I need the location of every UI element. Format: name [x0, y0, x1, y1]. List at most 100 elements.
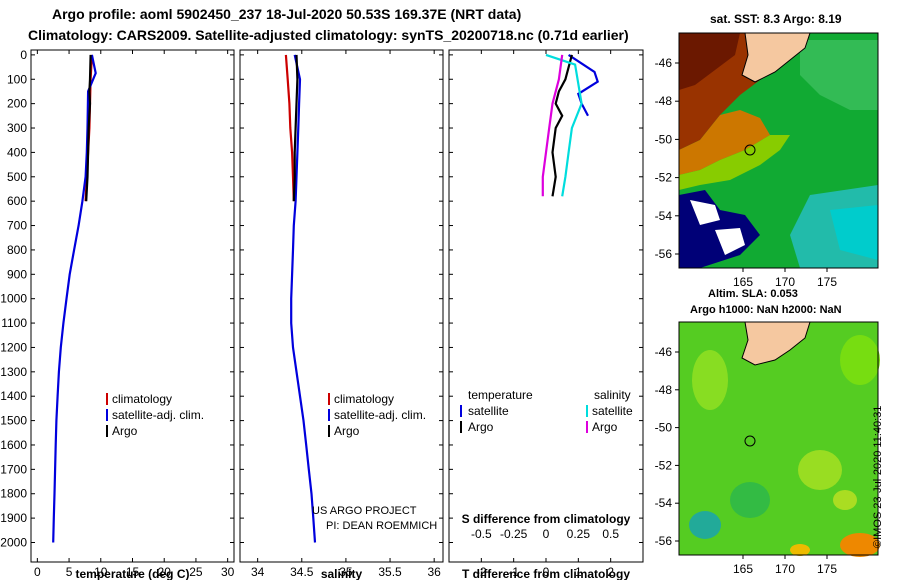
- legend-swatch-s-argo: [586, 421, 588, 433]
- sla-map-field: [678, 321, 880, 557]
- depth-tick-label: 400: [7, 145, 27, 159]
- salinity-legend: climatology satellite-adj. clim. Argo US…: [312, 392, 437, 532]
- series-line-t-satellite: [567, 53, 600, 117]
- depth-tick-label: 500: [7, 170, 27, 184]
- legend-swatch-s-satellite: [586, 405, 588, 417]
- credit-pi: PI: DEAN ROEMMICH: [326, 520, 437, 532]
- depth-tick-label: 100: [7, 72, 27, 86]
- legend-swatch-satellite: [106, 409, 108, 421]
- series-line-argo: [292, 54, 299, 202]
- x-tick-label: 36: [427, 565, 441, 579]
- sla-x-axis: 165 170 175: [733, 555, 837, 576]
- x-axis-label-secondary: S difference from climatology: [462, 512, 631, 526]
- depth-tick-label: 1500: [0, 414, 27, 428]
- x-tick-label: 35: [339, 565, 353, 579]
- sst-argo-marker: [744, 144, 756, 156]
- legend-label-satellite: satellite-adj. clim.: [112, 408, 204, 422]
- plot-frame: [239, 49, 444, 563]
- lat-tick-label: -54: [655, 496, 673, 510]
- lat-tick-label: -56: [655, 534, 673, 548]
- temperature-legend: climatology satellite-adj. clim. Argo: [106, 392, 204, 438]
- x-tick-label: 30: [221, 565, 235, 579]
- series-line-argo: [85, 54, 92, 202]
- x-tick-label: -1: [508, 565, 519, 579]
- lon-tick-label: 175: [817, 275, 837, 289]
- x-tick-label: 10: [94, 565, 108, 579]
- legend-label-s-satellite: satellite: [592, 404, 633, 418]
- series-line-s-argo: [541, 54, 564, 197]
- sst-y-axis: -46 -48 -50 -52 -54 -56: [655, 56, 679, 261]
- sla-map-title-1: Altim. SLA: 0.053: [708, 288, 798, 300]
- legend-swatch-t-argo: [460, 421, 462, 433]
- legend-swatch-satellite: [328, 409, 330, 421]
- depth-tick-label: 2000: [0, 535, 27, 549]
- series-line-s-satellite: [545, 53, 583, 197]
- depth-tick-label: 1400: [0, 389, 27, 403]
- lon-tick-label: 170: [775, 562, 795, 576]
- difference-legend: temperature salinity satellite Argo sate…: [460, 388, 633, 434]
- lat-tick-label: -46: [655, 345, 673, 359]
- lat-tick-label: -52: [655, 171, 673, 185]
- legend-label-climatology: climatology: [334, 392, 394, 406]
- lon-tick-label: 165: [733, 562, 753, 576]
- lat-tick-label: -48: [655, 94, 673, 108]
- legend-swatch-t-satellite: [460, 405, 462, 417]
- depth-tick-label: 1900: [0, 511, 27, 525]
- legend-swatch-climatology: [328, 393, 330, 405]
- legend-label-argo: Argo: [112, 424, 138, 438]
- legend-label-t-satellite: satellite: [468, 404, 509, 418]
- lon-tick-label: 175: [817, 562, 837, 576]
- depth-tick-label: 0: [20, 48, 27, 62]
- series-line-satellite-adj-clim-: [52, 54, 97, 543]
- x-axis-label: salinity: [321, 567, 363, 580]
- plot-frame: [30, 49, 235, 563]
- credit-project: US ARGO PROJECT: [312, 505, 417, 517]
- x-axis-label: temperature (deg C): [75, 567, 189, 580]
- x-axis-label: T difference from climatology: [462, 567, 630, 580]
- difference-panel: -2 -1 0 1 2T difference from climatology S di…: [448, 49, 644, 580]
- sst-map: sat. SST: 8.3 Argo: 8.19 -46 -48 -50 -52 -54…: [655, 12, 879, 289]
- imos-timestamp: ©IMOS 23-Jul-2020 11:40:31: [872, 405, 884, 548]
- series-line-t-argo: [551, 54, 573, 197]
- lat-tick-label: -56: [655, 247, 673, 261]
- depth-tick-label: 1300: [0, 365, 27, 379]
- x-tick-label-secondary: -0.5: [471, 527, 492, 541]
- legend-title-salinity: salinity: [594, 388, 631, 402]
- depth-tick-label: 900: [7, 267, 27, 281]
- x-tick-label: 34.5: [290, 565, 314, 579]
- legend-swatch-argo: [106, 425, 108, 437]
- x-tick-label: -2: [476, 565, 487, 579]
- sla-map: Altim. SLA: 0.053 Argo h1000: NaN h2000:…: [655, 288, 880, 576]
- sla-y-axis: -46 -48 -50 -52 -54 -56: [655, 345, 679, 548]
- x-tick-label-secondary: 0: [543, 527, 550, 541]
- title-line-1: Argo profile: aoml 5902450_237 18-Jul-20…: [52, 6, 522, 22]
- lon-tick-label: 165: [733, 275, 753, 289]
- x-tick-label: 15: [126, 565, 140, 579]
- x-tick-label-secondary: -0.25: [500, 527, 528, 541]
- x-tick-label-secondary: 0.5: [602, 527, 619, 541]
- legend-label-s-argo: Argo: [592, 420, 618, 434]
- x-tick-label: 25: [189, 565, 203, 579]
- x-tick-label: 0: [543, 565, 550, 579]
- series-line-satellite-adj-clim-: [290, 54, 317, 543]
- lat-tick-label: -50: [655, 132, 673, 146]
- legend-label-t-argo: Argo: [468, 420, 494, 434]
- sst-map-field: [678, 32, 879, 269]
- depth-tick-label: 700: [7, 219, 27, 233]
- depth-tick-label: 1800: [0, 487, 27, 501]
- sst-map-title: sat. SST: 8.3 Argo: 8.19: [710, 12, 842, 26]
- lat-tick-label: -48: [655, 383, 673, 397]
- depth-axis: 0 100 200 300 400 500 600 700 800 900 1000 1100 1200…: [0, 48, 27, 550]
- sla-map-title-2: Argo h1000: NaN h2000: NaN: [690, 304, 842, 316]
- depth-tick-label: 200: [7, 97, 27, 111]
- lat-tick-label: -50: [655, 421, 673, 435]
- sla-argo-marker: [744, 435, 756, 447]
- legend-label-satellite: satellite-adj. clim.: [334, 408, 426, 422]
- legend-title-temperature: temperature: [468, 388, 533, 402]
- salinity-panel: 34 34.5 35 35.5 36 salinity: [239, 49, 444, 580]
- legend-swatch-climatology: [106, 393, 108, 405]
- depth-tick-label: 600: [7, 194, 27, 208]
- depth-tick-label: 1000: [0, 292, 27, 306]
- x-tick-label: 34: [251, 565, 265, 579]
